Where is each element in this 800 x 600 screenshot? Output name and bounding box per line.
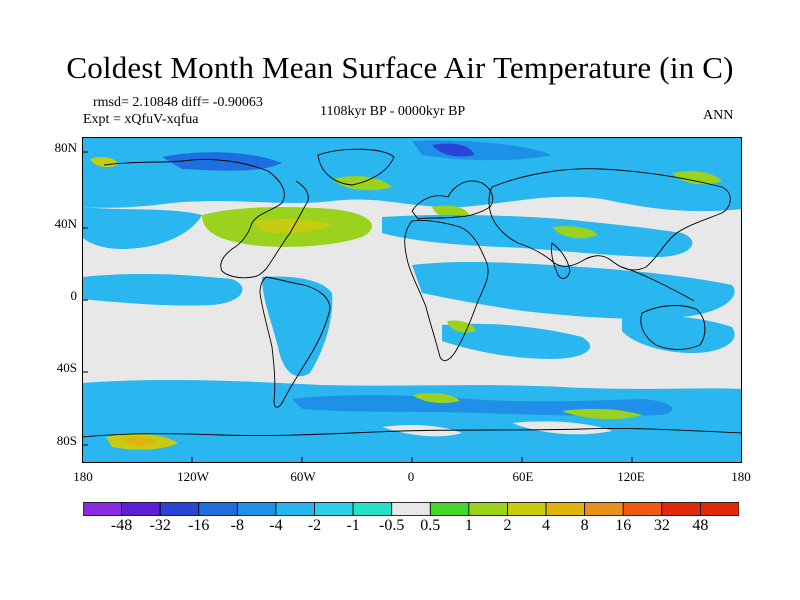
- tropics-west-cool: [82, 273, 243, 306]
- coast-australia: [640, 305, 706, 350]
- colorbar-box: [429, 502, 470, 516]
- coast-india: [551, 242, 571, 279]
- colorbar-box: [391, 502, 431, 516]
- colorbar-label: -16: [188, 517, 210, 534]
- arctic-deep-cold-2: [432, 143, 474, 157]
- coast-greenland: [317, 148, 395, 186]
- coast-asia: [488, 168, 731, 271]
- lat-label-equator: 0: [70, 288, 78, 303]
- lon-label-180e: 180: [731, 469, 751, 484]
- map-title: Coldest Month Mean Surface Air Temperatu…: [66, 50, 734, 85]
- stats-line: rmsd= 2.10848 diff= -0.90063: [93, 95, 263, 110]
- arctic-warm-patch-1: [332, 176, 392, 191]
- lon-label-60e: 60E: [512, 469, 534, 484]
- lon-label-120e: 120E: [617, 469, 645, 484]
- colorbar-box: [314, 502, 354, 516]
- colorbar-box: [275, 502, 315, 516]
- colorbar-box: [545, 502, 586, 516]
- colorbar-box: [700, 502, 739, 516]
- lat-label-80n: 80N: [54, 140, 77, 155]
- colorbar-label: 0.5: [420, 517, 441, 534]
- colorbar-box: [661, 502, 701, 516]
- colorbar-box: [83, 502, 122, 516]
- antarctic-warm-east: [562, 408, 642, 420]
- lon-label-120w: 120W: [177, 469, 209, 484]
- na-atlantic-warm-core: [252, 218, 332, 233]
- colorbar-box: [198, 502, 238, 516]
- lon-label-0: 0: [407, 469, 415, 484]
- coast-southeast-asia: [621, 266, 695, 302]
- north-pacific-cool-band: [82, 207, 202, 249]
- colorbar-box: [236, 502, 277, 516]
- colorbar-label: -0.5: [379, 517, 405, 534]
- season-label: ANN: [703, 108, 734, 123]
- south-america-cool: [262, 276, 333, 377]
- colorbar-label: -4: [269, 517, 283, 534]
- africa-indian-cool: [412, 261, 735, 319]
- colorbar-label: 1: [464, 517, 473, 534]
- colorbar-box: [584, 502, 624, 516]
- antarctic-warm-mid: [412, 393, 460, 403]
- colorbar-label: 4: [542, 517, 551, 534]
- colorbar-box: [507, 502, 547, 516]
- coast-africa: [404, 220, 489, 361]
- coast-antarctica: [82, 428, 742, 438]
- colorbar-box: [121, 502, 161, 516]
- experiment-line: Expt = xQfuV-xqfua: [83, 112, 199, 127]
- colorbar-label: 32: [653, 517, 670, 534]
- colorbar: [83, 502, 739, 516]
- arctic-cold-band: [82, 137, 742, 212]
- colorbar-label: -2: [307, 517, 322, 534]
- coast-north-america: [103, 159, 309, 279]
- colorbar-label: -8: [230, 517, 244, 534]
- colorbar-label: 48: [692, 517, 709, 534]
- asia-warm-patch: [552, 226, 598, 239]
- coast-europe: [411, 180, 494, 220]
- map-ticks: [82, 151, 633, 463]
- colorbar-label: -1: [346, 517, 360, 534]
- siberia-warm-patch: [672, 171, 722, 185]
- lat-label-80s: 80S: [56, 433, 77, 448]
- southern-ocean-cool-band: [82, 379, 742, 463]
- coastlines: [82, 148, 742, 438]
- colorbar-label: -48: [110, 517, 133, 534]
- asia-cool-band: [382, 214, 693, 257]
- colorbar-box: [352, 502, 393, 516]
- colorbar-box: [159, 502, 200, 516]
- australia-cool: [622, 315, 735, 353]
- temperature-map: [82, 137, 742, 463]
- lat-label-40n: 40N: [54, 216, 77, 231]
- lat-label-40s: 40S: [56, 360, 77, 375]
- south-indian-cool: [442, 323, 591, 359]
- colorbar-box: [622, 502, 663, 516]
- antarctica-gray-gaps-2: [512, 421, 612, 435]
- antarctic-warm-west-core: [122, 436, 156, 446]
- lon-label-60w: 60W: [290, 469, 316, 484]
- colorbar-label: 8: [580, 517, 589, 534]
- colorbar-label: 2: [503, 517, 512, 534]
- coast-south-america: [259, 276, 331, 408]
- lon-label-180w: 180: [73, 469, 93, 484]
- colorbar-box: [468, 502, 508, 516]
- period-label: 1108kyr BP - 0000kyr BP: [320, 104, 466, 119]
- colorbar-label: -32: [149, 517, 171, 534]
- colorbar-label: 16: [615, 517, 632, 534]
